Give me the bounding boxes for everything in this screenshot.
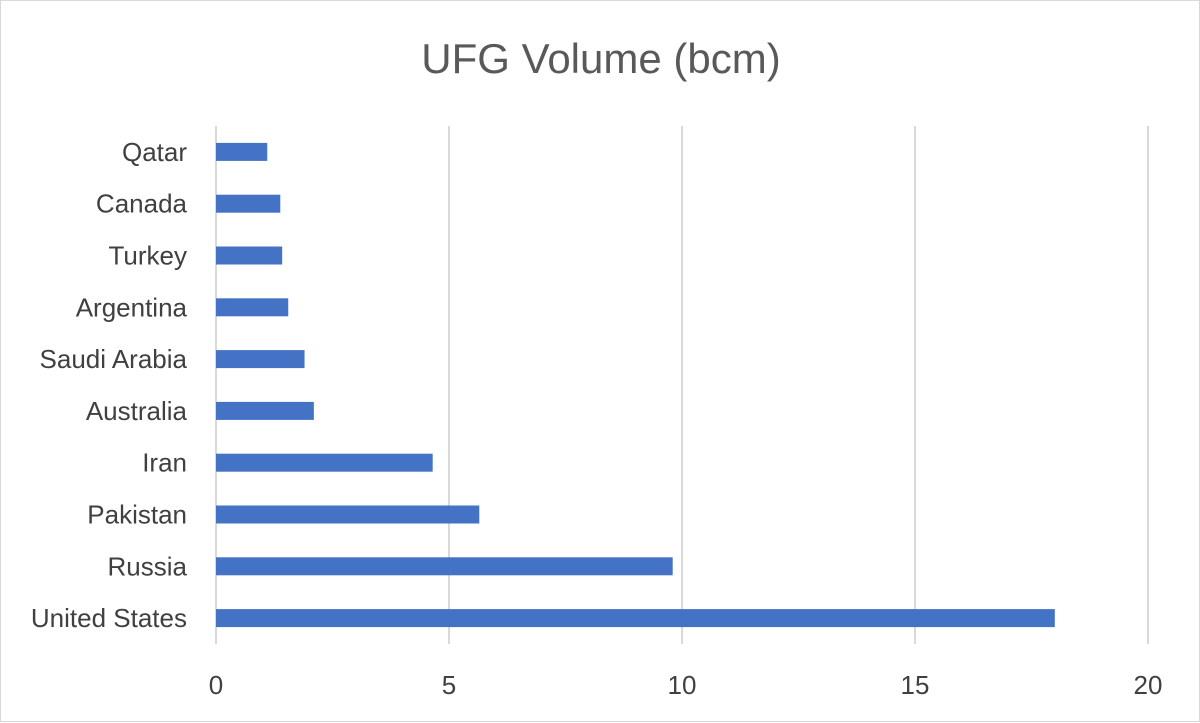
category-label: Argentina	[76, 292, 188, 322]
category-label: Pakistan	[87, 500, 187, 530]
bar	[216, 557, 673, 576]
bar	[216, 453, 433, 472]
bar	[216, 194, 281, 213]
x-tick-label: 0	[209, 670, 223, 700]
chart-title: UFG Volume (bcm)	[421, 35, 780, 82]
bar	[216, 350, 305, 369]
bar	[216, 246, 283, 265]
category-label: Saudi Arabia	[40, 344, 188, 374]
category-label: Qatar	[122, 137, 187, 167]
x-tick-labels: 0 5 10 15 20	[209, 670, 1163, 700]
bar	[216, 401, 314, 420]
category-label: Iran	[142, 448, 187, 478]
x-tick-label: 20	[1134, 670, 1163, 700]
bars	[216, 142, 1055, 628]
category-label: Canada	[96, 189, 188, 219]
bar	[216, 609, 1055, 628]
bar	[216, 505, 480, 524]
x-tick-label: 15	[901, 670, 930, 700]
x-tick-label: 10	[668, 670, 697, 700]
bar	[216, 142, 268, 161]
bar	[216, 298, 289, 317]
category-label: Australia	[86, 396, 188, 426]
category-labels: United States Russia Pakistan Iran Australia…	[31, 137, 188, 633]
x-tick-label: 5	[442, 670, 456, 700]
category-label: Turkey	[109, 241, 188, 271]
category-label: United States	[31, 603, 187, 633]
category-label: Russia	[108, 551, 188, 581]
